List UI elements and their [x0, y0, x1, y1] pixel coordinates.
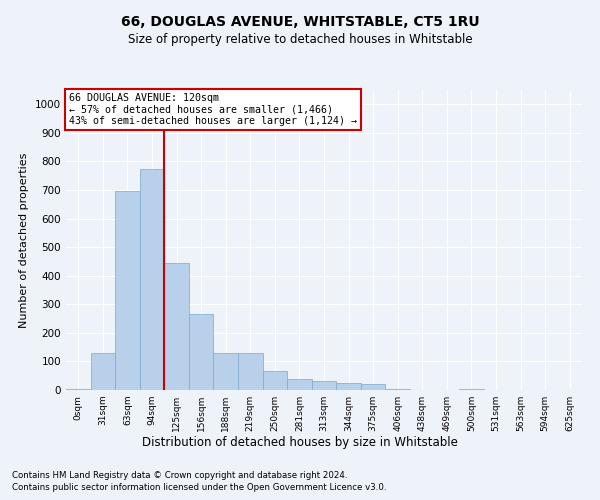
Bar [361, 384, 385, 390]
Bar [385, 388, 410, 390]
Y-axis label: Number of detached properties: Number of detached properties [19, 152, 29, 328]
Bar [91, 353, 115, 390]
Bar [459, 388, 484, 390]
Bar [115, 192, 140, 390]
Text: Contains public sector information licensed under the Open Government Licence v3: Contains public sector information licen… [12, 484, 386, 492]
Text: 66, DOUGLAS AVENUE, WHITSTABLE, CT5 1RU: 66, DOUGLAS AVENUE, WHITSTABLE, CT5 1RU [121, 15, 479, 29]
Bar [164, 263, 189, 390]
Text: Contains HM Land Registry data © Crown copyright and database right 2024.: Contains HM Land Registry data © Crown c… [12, 471, 347, 480]
Bar [66, 388, 91, 390]
Bar [140, 168, 164, 390]
Bar [287, 378, 312, 390]
Text: Size of property relative to detached houses in Whitstable: Size of property relative to detached ho… [128, 32, 472, 46]
Bar [336, 383, 361, 390]
Text: 66 DOUGLAS AVENUE: 120sqm
← 57% of detached houses are smaller (1,466)
43% of se: 66 DOUGLAS AVENUE: 120sqm ← 57% of detac… [68, 93, 356, 126]
Bar [189, 314, 214, 390]
Bar [263, 372, 287, 390]
Text: Distribution of detached houses by size in Whitstable: Distribution of detached houses by size … [142, 436, 458, 449]
Bar [214, 353, 238, 390]
Bar [312, 382, 336, 390]
Bar [238, 353, 263, 390]
